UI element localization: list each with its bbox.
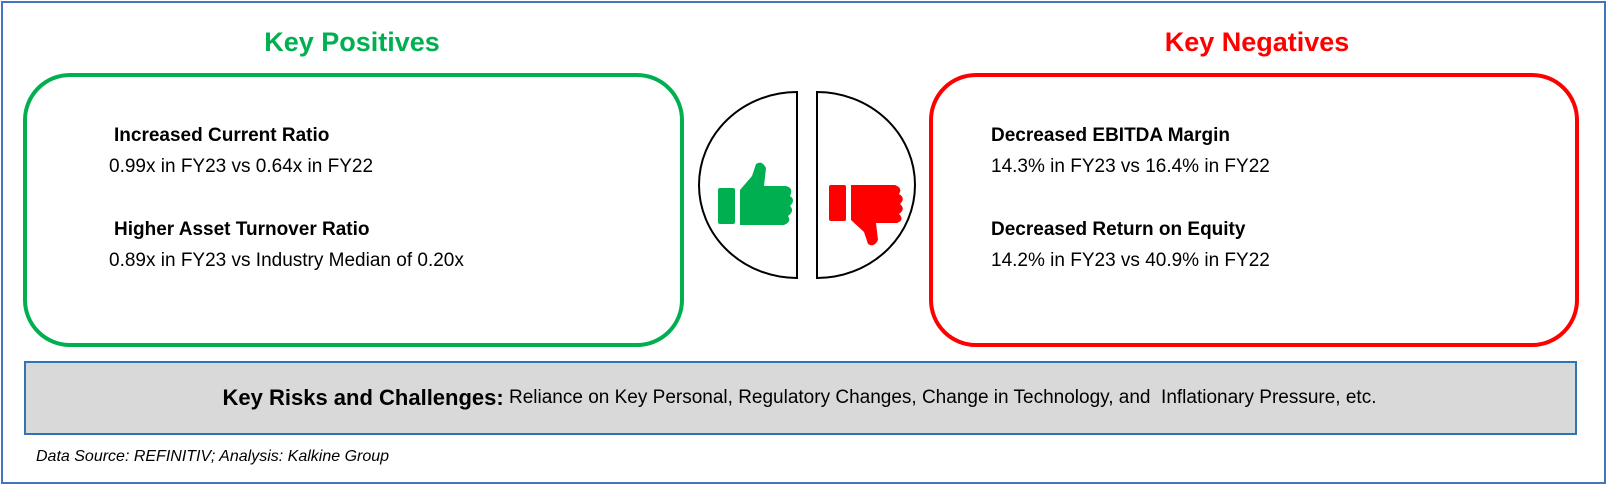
item-heading: Higher Asset Turnover Ratio (114, 219, 370, 240)
positives-box (23, 73, 684, 347)
item-heading: Increased Current Ratio (114, 125, 330, 146)
thumbs-up-icon (718, 162, 793, 225)
risks-text: Reliance on Key Personal, Regulatory Cha… (509, 387, 1377, 408)
negatives-title: Key Negatives (1164, 27, 1350, 57)
item-heading: Decreased Return on Equity (991, 219, 1246, 240)
positives-title: Key Positives (264, 27, 440, 57)
item-detail: 14.3% in FY23 vs 16.4% in FY22 (991, 156, 1270, 177)
item-heading: Decreased EBITDA Margin (991, 125, 1230, 146)
footer-source: Data Source: REFINITIV; Analysis: Kalkin… (36, 448, 390, 465)
item-detail: 14.2% in FY23 vs 40.9% in FY22 (991, 250, 1270, 271)
negatives-box (929, 73, 1579, 347)
item-detail: 0.89x in FY23 vs Industry Median of 0.20… (109, 250, 464, 271)
thumbs-down-icon (829, 185, 903, 246)
risks-line: Key Risks and Challenges: Reliance on Ke… (24, 362, 1575, 434)
item-detail: 0.99x in FY23 vs 0.64x in FY22 (109, 156, 374, 177)
risks-box (24, 361, 1577, 435)
risks-label: Key Risks and Challenges: (222, 385, 504, 410)
